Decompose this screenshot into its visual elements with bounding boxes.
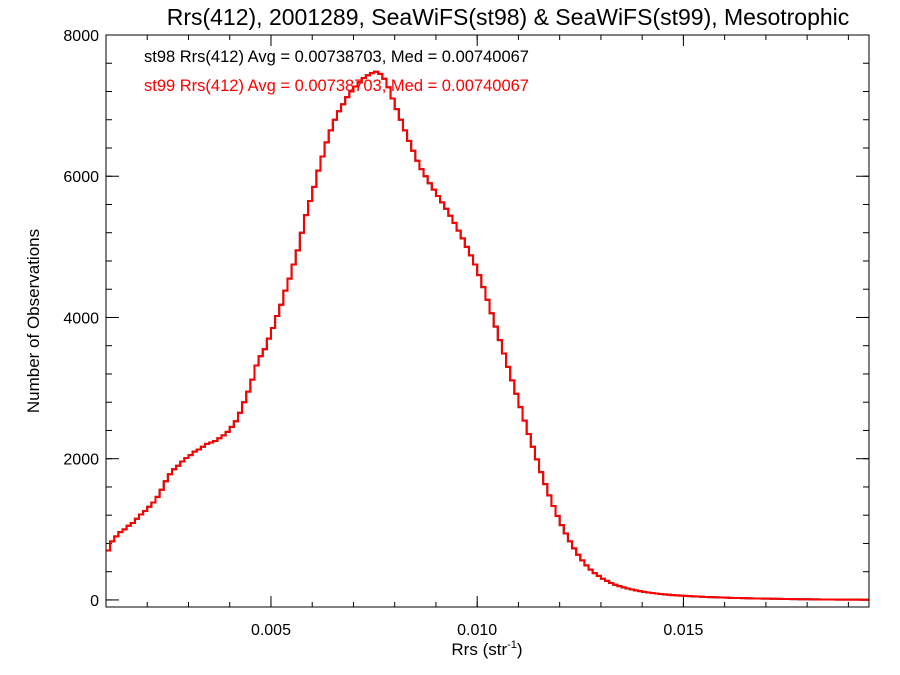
annotation-st98: st98 Rrs(412) Avg = 0.00738703, Med = 0.… xyxy=(144,48,529,66)
x-axis-label-close: ) xyxy=(517,640,523,659)
y-tick-label: 4000 xyxy=(63,310,99,327)
x-axis-label-sup: -1 xyxy=(507,639,517,651)
y-tick-label: 6000 xyxy=(63,169,99,186)
minor-ticks xyxy=(105,34,869,607)
x-tick-label: 0.010 xyxy=(457,622,497,639)
y-tick-label: 0 xyxy=(90,593,99,610)
x-axis-label-base: Rrs (str xyxy=(451,640,507,659)
plot-frame xyxy=(105,34,870,608)
x-tick-label: 0.005 xyxy=(251,622,291,639)
tick-labels: 0.005 0.010 0.015 0 2000 4000 6000 8000 xyxy=(63,28,703,639)
chart-title: Rrs(412), 2001289, SeaWiFS(st98) & SeaWi… xyxy=(167,4,850,30)
annotation-st99: st99 Rrs(412) Avg = 0.00738703, Med = 0.… xyxy=(144,77,529,95)
y-axis-label: Number of Observations xyxy=(24,229,43,413)
histogram-series-0 xyxy=(106,70,869,601)
x-axis-label: Rrs (str-1) xyxy=(451,639,522,659)
series-layer xyxy=(106,70,869,601)
x-tick-label: 0.015 xyxy=(663,622,703,639)
major-ticks xyxy=(106,34,869,607)
y-tick-label: 2000 xyxy=(63,452,99,469)
histogram-series-1 xyxy=(106,70,869,601)
y-tick-label: 8000 xyxy=(63,28,99,45)
